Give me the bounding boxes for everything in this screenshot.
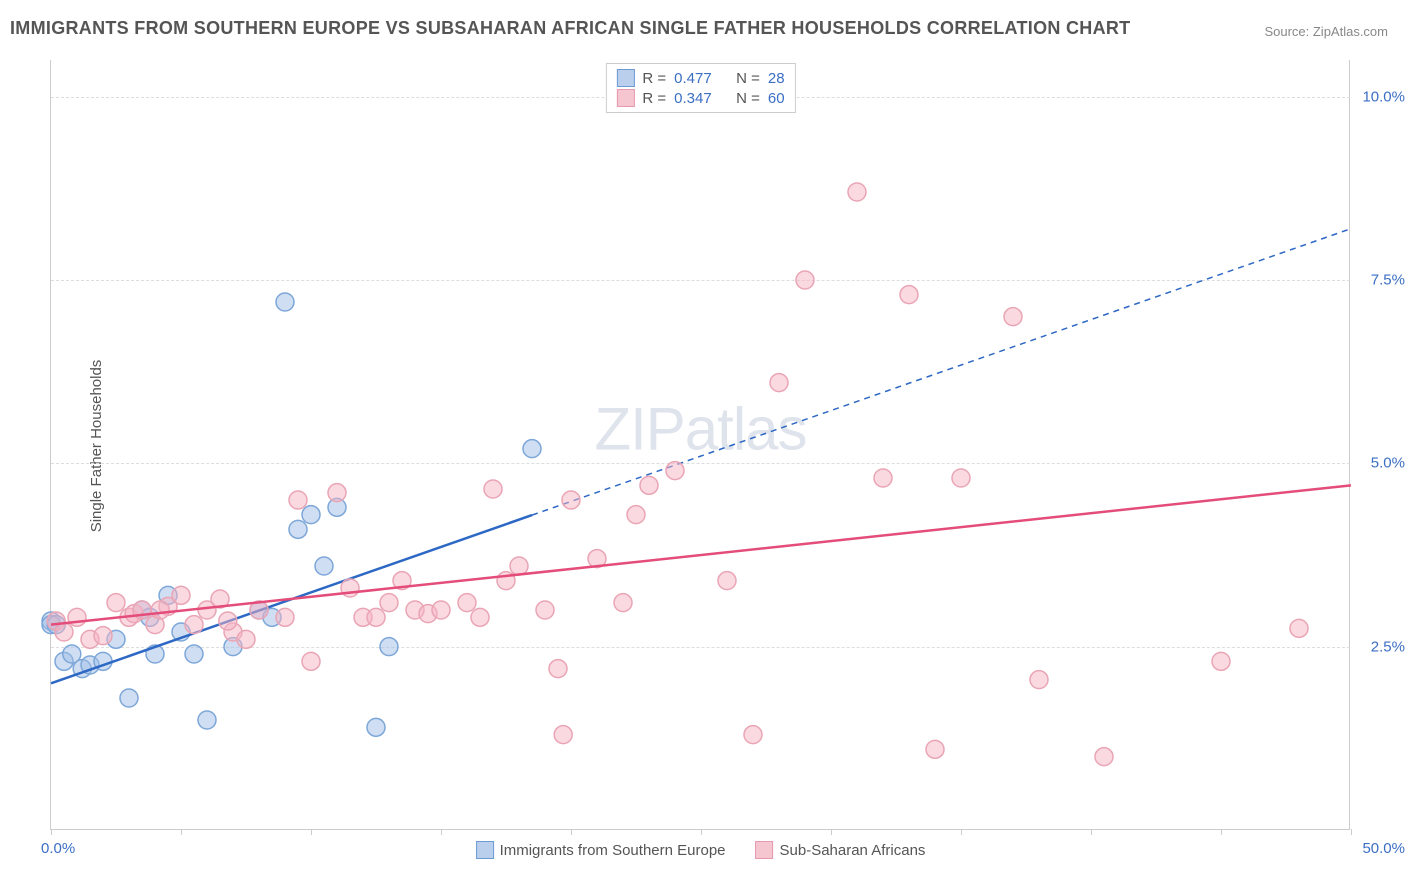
data-point-subsaharan <box>328 484 346 502</box>
data-point-subsaharan <box>94 627 112 645</box>
data-point-subsaharan <box>900 286 918 304</box>
trendline-dashed-southern_europe <box>532 229 1351 515</box>
legend-stats-row-1: R = 0.477 N = 28 <box>616 68 784 88</box>
data-point-subsaharan <box>770 374 788 392</box>
xtick <box>51 829 52 835</box>
source-attribution: Source: ZipAtlas.com <box>1264 24 1388 39</box>
n-value-southern-europe: 28 <box>768 70 785 87</box>
data-point-subsaharan <box>718 572 736 590</box>
data-point-subsaharan <box>1095 748 1113 766</box>
data-point-subsaharan <box>471 608 489 626</box>
data-point-subsaharan <box>744 726 762 744</box>
xtick <box>1221 829 1222 835</box>
xtick <box>181 829 182 835</box>
ytick-label: 2.5% <box>1371 638 1405 655</box>
data-point-subsaharan <box>1004 308 1022 326</box>
swatch-southern-europe <box>616 69 634 87</box>
data-point-subsaharan <box>1212 652 1230 670</box>
data-point-southern_europe <box>276 293 294 311</box>
data-point-subsaharan <box>1290 619 1308 637</box>
xtick <box>441 829 442 835</box>
data-point-subsaharan <box>458 594 476 612</box>
data-point-subsaharan <box>302 652 320 670</box>
n-value-subsaharan: 60 <box>768 90 785 107</box>
data-point-subsaharan <box>640 476 658 494</box>
data-point-subsaharan <box>237 630 255 648</box>
data-point-subsaharan <box>151 601 169 619</box>
source-value: ZipAtlas.com <box>1313 24 1388 39</box>
legend-label-southern-europe: Immigrants from Southern Europe <box>500 842 726 859</box>
xtick <box>1351 829 1352 835</box>
data-point-subsaharan <box>926 740 944 758</box>
legend-swatch-subsaharan <box>756 841 774 859</box>
chart-container: IMMIGRANTS FROM SOUTHERN EUROPE VS SUBSA… <box>0 0 1406 892</box>
legend-series: Immigrants from Southern Europe Sub-Saha… <box>476 841 926 859</box>
legend-stats: R = 0.477 N = 28 R = 0.347 N = 60 <box>605 63 795 113</box>
data-point-subsaharan <box>380 594 398 612</box>
data-point-subsaharan <box>432 601 450 619</box>
data-point-subsaharan <box>796 271 814 289</box>
chart-svg <box>51 60 1350 829</box>
data-point-subsaharan <box>536 601 554 619</box>
xtick-label: 0.0% <box>41 840 75 857</box>
data-point-subsaharan <box>554 726 572 744</box>
data-point-southern_europe <box>185 645 203 663</box>
chart-title: IMMIGRANTS FROM SOUTHERN EUROPE VS SUBSA… <box>10 18 1130 39</box>
source-label: Source: <box>1264 24 1312 39</box>
data-point-subsaharan <box>1030 671 1048 689</box>
r-value-southern-europe: 0.477 <box>674 70 720 87</box>
data-point-subsaharan <box>666 462 684 480</box>
data-point-southern_europe <box>523 440 541 458</box>
data-point-subsaharan <box>55 623 73 641</box>
xtick <box>1091 829 1092 835</box>
legend-swatch-southern-europe <box>476 841 494 859</box>
ytick-label: 7.5% <box>1371 272 1405 289</box>
data-point-subsaharan <box>289 491 307 509</box>
trendline-solid-subsaharan <box>51 485 1351 624</box>
data-point-subsaharan <box>549 660 567 678</box>
data-point-southern_europe <box>302 506 320 524</box>
xtick <box>961 829 962 835</box>
ytick-label: 5.0% <box>1371 455 1405 472</box>
legend-stats-row-2: R = 0.347 N = 60 <box>616 88 784 108</box>
swatch-subsaharan <box>616 89 634 107</box>
n-label-2: N = <box>736 90 760 107</box>
data-point-southern_europe <box>367 718 385 736</box>
plot-area: ZIPatlas 2.5%5.0%7.5%10.0% 0.0%50.0% R =… <box>50 60 1350 830</box>
r-label-2: R = <box>642 90 666 107</box>
xtick <box>311 829 312 835</box>
xtick <box>571 829 572 835</box>
ytick-label: 10.0% <box>1362 88 1405 105</box>
data-point-subsaharan <box>172 586 190 604</box>
data-point-subsaharan <box>484 480 502 498</box>
data-point-southern_europe <box>198 711 216 729</box>
n-label-1: N = <box>736 70 760 87</box>
data-point-southern_europe <box>120 689 138 707</box>
data-point-subsaharan <box>219 612 237 630</box>
data-point-subsaharan <box>276 608 294 626</box>
data-point-subsaharan <box>627 506 645 524</box>
xtick <box>831 829 832 835</box>
data-point-subsaharan <box>367 608 385 626</box>
data-point-subsaharan <box>185 616 203 634</box>
legend-item-subsaharan: Sub-Saharan Africans <box>756 841 926 859</box>
xtick <box>701 829 702 835</box>
data-point-southern_europe <box>315 557 333 575</box>
data-point-subsaharan <box>562 491 580 509</box>
r-value-subsaharan: 0.347 <box>674 90 720 107</box>
data-point-subsaharan <box>848 183 866 201</box>
legend-item-southern-europe: Immigrants from Southern Europe <box>476 841 726 859</box>
data-point-southern_europe <box>380 638 398 656</box>
data-point-southern_europe <box>289 520 307 538</box>
data-point-subsaharan <box>952 469 970 487</box>
xtick-label: 50.0% <box>1362 840 1405 857</box>
data-point-subsaharan <box>510 557 528 575</box>
data-point-subsaharan <box>614 594 632 612</box>
r-label-1: R = <box>642 70 666 87</box>
data-point-subsaharan <box>107 594 125 612</box>
data-point-subsaharan <box>874 469 892 487</box>
legend-label-subsaharan: Sub-Saharan Africans <box>780 842 926 859</box>
